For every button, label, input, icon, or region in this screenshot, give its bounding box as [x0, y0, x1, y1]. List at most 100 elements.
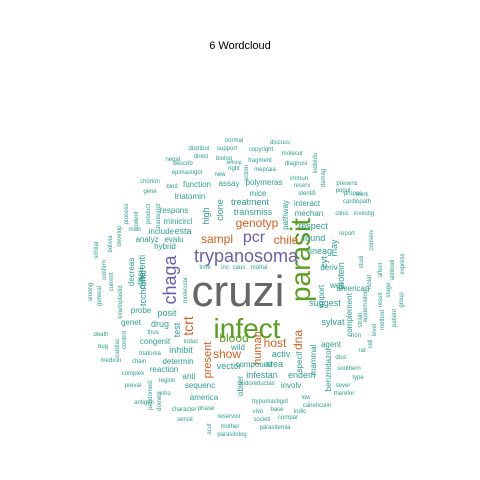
word-pcr: pcr	[243, 229, 266, 246]
word-therefor: therefor	[334, 391, 355, 397]
word-method: method	[380, 310, 386, 330]
word-anti: anti	[183, 372, 196, 381]
word-bind: bind	[166, 184, 177, 190]
word-clone: clone	[215, 199, 225, 221]
word-investig: investig	[354, 211, 374, 217]
word-trypomastigot: trypomastigot	[252, 399, 288, 405]
word-cyt: cyt	[319, 256, 329, 268]
word-societi: societi	[253, 417, 270, 423]
word-bolivia: bolivia	[108, 235, 114, 253]
word-time: time	[199, 265, 211, 271]
word-drug: drug	[151, 319, 169, 329]
word-level: level	[372, 324, 378, 336]
word-copyright: copyright	[249, 147, 274, 153]
word-process: process	[124, 203, 130, 224]
word-caus: caus	[233, 265, 246, 271]
word-non: non	[351, 333, 361, 339]
word-compar: compar	[278, 415, 298, 421]
word-belong: belong	[226, 160, 241, 166]
word-respons: respons	[160, 206, 188, 215]
word-polymeras: polymeras	[246, 178, 283, 187]
word-cell: cell	[368, 339, 374, 348]
word-hybrid: hybrid	[154, 242, 176, 251]
word-human: human	[252, 331, 264, 365]
word-inc: inc	[221, 265, 229, 271]
word-probe: probe	[131, 306, 152, 315]
word-american: american	[337, 284, 370, 293]
word-mepraia: mepraia	[254, 167, 276, 173]
word-region: region	[159, 378, 176, 384]
word-infect: infect	[214, 313, 281, 344]
word-transmiss: transmiss	[234, 207, 273, 217]
word-new: new	[214, 172, 226, 178]
word-among: among	[88, 283, 94, 301]
word-fragment: fragment	[248, 158, 272, 164]
word-support: support	[217, 146, 237, 152]
word-transcript: transcript	[156, 203, 162, 228]
word-biolog: biolog	[216, 156, 232, 162]
word-genet: genet	[121, 318, 142, 327]
word-cardiopath: cardiopath	[343, 199, 371, 205]
word-evalu: evalu	[164, 235, 183, 244]
word-peridomest: peridomest	[148, 380, 154, 410]
word-normal: normal	[225, 138, 243, 144]
word-similar: similar	[94, 241, 100, 258]
word-damag: damag	[321, 169, 327, 187]
word-express: express	[400, 253, 406, 274]
word-tcchronic: tcchronic	[138, 269, 148, 306]
word-immun: immun	[290, 176, 308, 182]
word-reaction: reaction	[150, 365, 178, 374]
word-general: general	[97, 286, 103, 306]
word-agent: agent	[321, 340, 342, 349]
word-chain: chain	[132, 359, 146, 365]
word-direct: direct	[194, 154, 209, 160]
word-report: report	[339, 231, 355, 237]
word-presenc: presenc	[336, 181, 357, 187]
word-rat: rat	[358, 348, 365, 354]
word-obser: obser	[236, 376, 245, 396]
word-wild: wild	[230, 343, 245, 352]
word-thus: thus	[147, 330, 158, 336]
word-found: found	[303, 233, 326, 243]
word-right: right	[228, 166, 240, 172]
word-vector: vector	[217, 361, 242, 371]
word-benznidazol: benznidazol	[324, 348, 333, 391]
word-protein: protein	[336, 262, 346, 290]
word-blood: blood	[219, 331, 248, 345]
word-assay: assay	[219, 179, 240, 188]
word-product: product	[146, 204, 152, 224]
word-molecul: molecul	[282, 151, 303, 157]
word-parasitemia: parasitemia	[259, 425, 291, 431]
word-sequenc: sequenc	[185, 381, 215, 390]
word-clinic: clinic	[335, 211, 348, 217]
word-domest: domest	[157, 391, 163, 411]
word-sever: sever	[336, 383, 351, 389]
word-congenit: congenit	[140, 337, 171, 346]
word-chile: chile	[274, 233, 299, 247]
word-include: include	[149, 227, 175, 236]
word-negat: negat	[165, 157, 180, 163]
word-pathway: pathway	[281, 200, 290, 230]
word-control: control	[122, 331, 128, 349]
word-reservoir: reservoir	[217, 414, 240, 420]
word-identifi: identifi	[298, 191, 315, 197]
word-discuss: discuss	[270, 140, 290, 146]
word-cardiac: cardiac	[115, 338, 121, 357]
word-epidemiolog: epidemiolog	[363, 290, 369, 322]
word-epimastigot: epimastigot	[172, 170, 203, 176]
word-posit: posit	[157, 308, 177, 318]
word-determin: determin	[162, 357, 193, 366]
word-describ: describ	[173, 161, 193, 167]
word-death: death	[93, 332, 108, 338]
word-host: host	[264, 336, 287, 350]
word-gene: gene	[143, 189, 157, 195]
word-patient: patient	[392, 309, 398, 327]
word-kinetoplastid: kinetoplastid	[118, 285, 124, 318]
word-treatment: treatment	[231, 197, 270, 207]
word-genotyp: genotyp	[236, 216, 279, 230]
word-cruzi: cruzi	[192, 267, 285, 316]
word-distribut: distribut	[188, 146, 209, 152]
word-lineag: lineag	[308, 246, 332, 256]
word-stage: stage	[386, 282, 392, 297]
